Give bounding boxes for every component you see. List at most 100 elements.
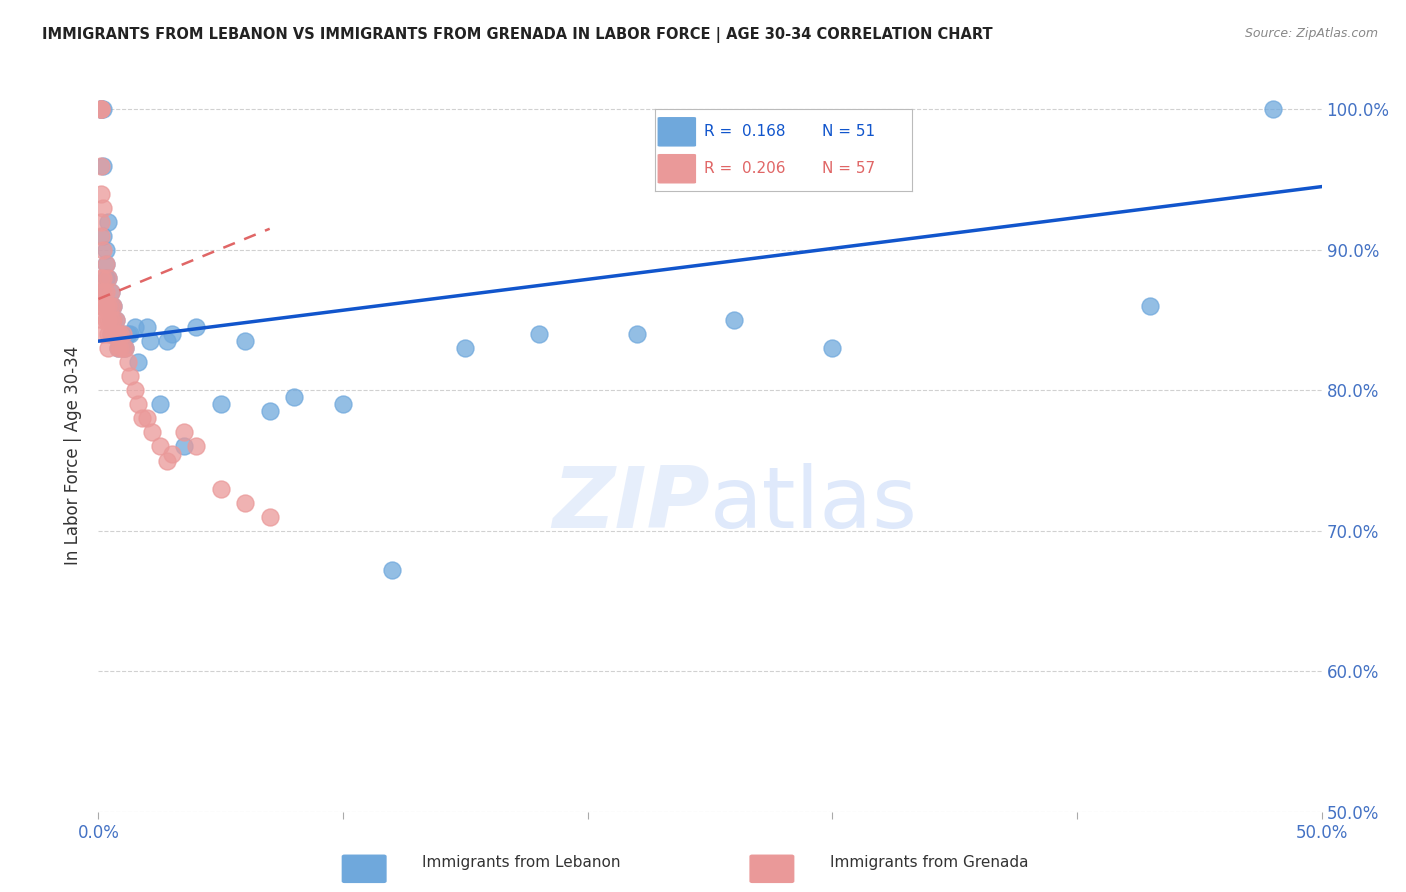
Point <box>149 440 172 454</box>
Point <box>233 496 256 510</box>
FancyBboxPatch shape <box>658 117 696 146</box>
Point <box>90 186 112 201</box>
Point <box>90 299 112 313</box>
Point <box>173 425 195 440</box>
Point <box>100 313 122 327</box>
Point <box>160 446 183 460</box>
Point <box>97 271 120 285</box>
FancyBboxPatch shape <box>658 154 696 184</box>
Point <box>381 563 404 577</box>
Point <box>90 271 112 285</box>
Point <box>101 299 124 313</box>
Point <box>283 390 305 404</box>
Point <box>104 327 127 342</box>
Point <box>1139 299 1161 313</box>
Point <box>107 341 129 355</box>
Point <box>111 341 134 355</box>
Point <box>91 103 114 117</box>
Point <box>120 369 142 384</box>
Point <box>527 327 550 342</box>
Text: R =  0.168: R = 0.168 <box>704 124 786 139</box>
Point <box>100 299 122 313</box>
Point <box>114 341 136 355</box>
Point <box>91 228 114 243</box>
Point <box>94 257 117 271</box>
Point <box>100 299 122 313</box>
Point <box>209 482 232 496</box>
Point <box>124 384 146 398</box>
Point <box>97 299 120 313</box>
Point <box>101 299 124 313</box>
Text: ZIP: ZIP <box>553 463 710 547</box>
Point <box>156 453 179 467</box>
Point <box>156 334 179 348</box>
Point <box>91 285 114 299</box>
Point <box>332 397 354 411</box>
Point <box>90 103 112 117</box>
Point <box>90 215 112 229</box>
Point <box>94 271 117 285</box>
Point <box>117 327 139 342</box>
Point <box>90 285 112 299</box>
Point <box>117 355 139 369</box>
Point <box>139 334 162 348</box>
Point <box>107 327 129 342</box>
Point <box>94 299 117 313</box>
Point <box>259 509 281 524</box>
Point <box>90 103 112 117</box>
Point <box>104 327 127 342</box>
Point <box>111 341 134 355</box>
Point <box>821 341 844 355</box>
Point <box>173 440 195 454</box>
Point <box>91 159 114 173</box>
Point <box>97 299 120 313</box>
Point <box>100 327 122 342</box>
Point <box>186 440 208 454</box>
Point <box>104 313 127 327</box>
Point <box>114 341 136 355</box>
Y-axis label: In Labor Force | Age 30-34: In Labor Force | Age 30-34 <box>65 345 83 565</box>
Point <box>90 103 112 117</box>
Point <box>97 341 120 355</box>
Point <box>1261 103 1284 117</box>
Point <box>97 327 120 342</box>
Point <box>209 397 232 411</box>
Point <box>100 285 122 299</box>
Point <box>100 285 122 299</box>
Point <box>149 397 172 411</box>
Point <box>101 313 124 327</box>
Point <box>111 327 134 342</box>
Point <box>186 320 208 334</box>
Point <box>91 271 114 285</box>
Point <box>91 201 114 215</box>
Text: Immigrants from Grenada: Immigrants from Grenada <box>830 855 1028 870</box>
Point <box>160 327 183 342</box>
Text: N = 57: N = 57 <box>823 161 875 177</box>
Text: IMMIGRANTS FROM LEBANON VS IMMIGRANTS FROM GRENADA IN LABOR FORCE | AGE 30-34 CO: IMMIGRANTS FROM LEBANON VS IMMIGRANTS FR… <box>42 27 993 43</box>
Point <box>91 243 114 257</box>
Point <box>626 327 648 342</box>
Point <box>127 397 149 411</box>
Point <box>90 285 112 299</box>
Point <box>101 313 124 327</box>
Point <box>127 355 149 369</box>
Text: R =  0.206: R = 0.206 <box>704 161 786 177</box>
Point <box>90 103 112 117</box>
Point <box>94 257 117 271</box>
Point <box>90 159 112 173</box>
Point <box>97 215 120 229</box>
Point <box>104 313 127 327</box>
Point <box>91 313 114 327</box>
Point <box>101 327 124 342</box>
Point <box>110 327 132 342</box>
Point <box>90 103 112 117</box>
Point <box>120 327 142 342</box>
Point <box>107 327 129 342</box>
Point <box>97 313 120 327</box>
Point <box>100 327 122 342</box>
Point <box>136 411 159 425</box>
Point <box>90 228 112 243</box>
Text: atlas: atlas <box>710 463 918 547</box>
Point <box>94 243 117 257</box>
Point <box>110 341 132 355</box>
